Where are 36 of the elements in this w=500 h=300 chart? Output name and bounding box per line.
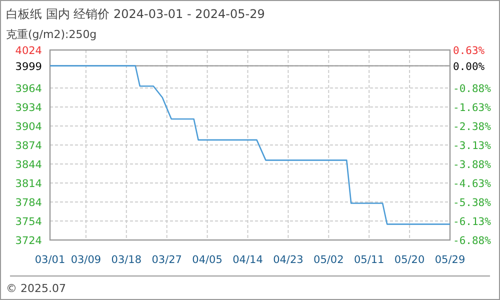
xtick: 03/18	[111, 254, 142, 266]
y2tick: -5.38%	[453, 197, 491, 210]
ytick: 3904	[15, 121, 42, 133]
xtick: 05/02	[314, 254, 344, 266]
ytick: 3784	[15, 197, 42, 209]
ytick: 3814	[15, 178, 42, 190]
xtick: 04/14	[232, 254, 263, 266]
y2tick: -3.13%	[453, 140, 491, 152]
xtick: 04/23	[273, 254, 304, 266]
y2tick: -3.88%	[453, 159, 491, 172]
y2tick: -2.38%	[453, 121, 491, 134]
xtick: 05/29	[434, 254, 466, 266]
ytick: 3999	[15, 60, 42, 73]
y2tick: -1.63%	[453, 102, 491, 114]
y2tick: -0.88%	[453, 83, 491, 96]
y2tick: -6.88%	[453, 235, 491, 247]
xtick: 03/27	[152, 254, 182, 266]
xtick: 03/01	[34, 254, 66, 266]
y2tick: -4.63%	[453, 178, 491, 190]
annotation: © 2025.07	[6, 282, 66, 295]
xtick: 05/20	[394, 254, 425, 266]
ytick: 3874	[15, 140, 42, 152]
ytick: 4024	[15, 45, 42, 57]
ytick: 3964	[15, 83, 42, 95]
ytick: 3844	[15, 159, 42, 171]
y2tick: 0.00%	[453, 60, 485, 73]
xtick: 05/11	[354, 254, 384, 266]
y2tick: -6.13%	[453, 216, 491, 228]
y2tick: 0.63%	[453, 45, 485, 57]
xtick: 03/09	[70, 254, 102, 266]
title: 白板纸 国内 经销价 2024-03-01 - 2024-05-29	[6, 7, 265, 21]
ytick: 3754	[15, 216, 42, 228]
ytick: 3934	[15, 102, 42, 114]
ytick: 3724	[15, 235, 42, 247]
xtick: 04/05	[192, 254, 222, 266]
subtitle: 克重(g/m2):250g	[6, 28, 97, 41]
